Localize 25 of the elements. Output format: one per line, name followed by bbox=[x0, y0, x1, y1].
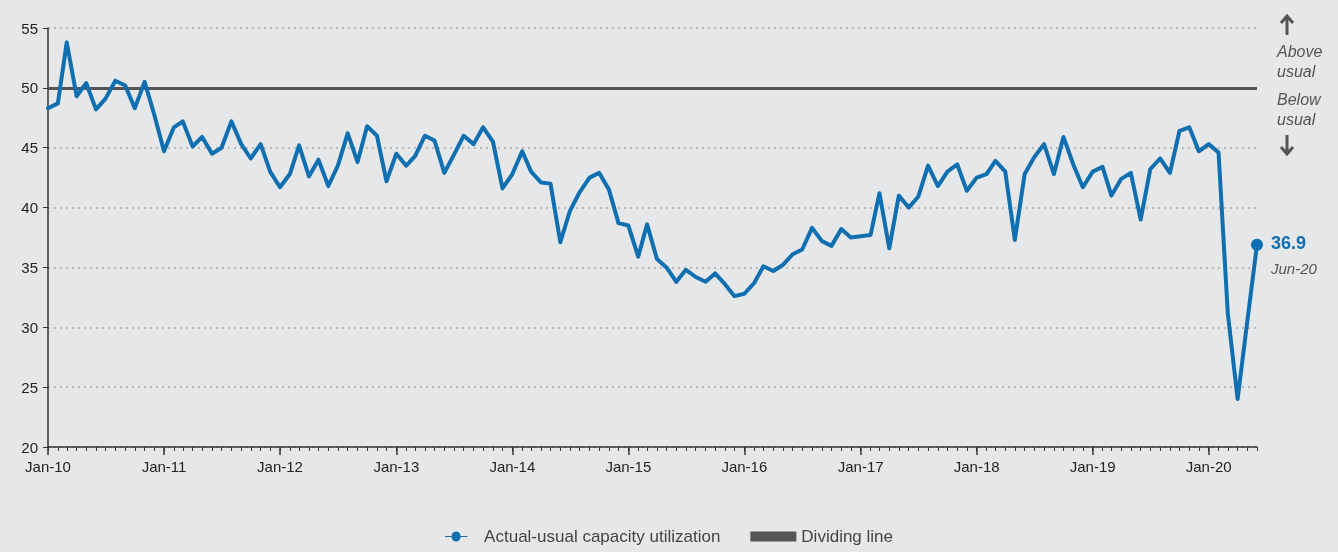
y-tick-label: 25 bbox=[21, 378, 38, 396]
text: Above usual bbox=[1277, 41, 1324, 82]
x-tick-label: Jan-11 bbox=[141, 458, 187, 475]
x-tick-label: Jan-10 bbox=[25, 458, 71, 475]
x-tick-label: Jan-20 bbox=[1185, 458, 1232, 475]
x-tick-label: Jan-12 bbox=[257, 458, 303, 475]
y-tick-label: 20 bbox=[21, 438, 38, 456]
y-tick-label: 30 bbox=[21, 318, 38, 336]
data-label: 36.9 bbox=[1271, 232, 1307, 253]
y-tick-label: 35 bbox=[21, 258, 38, 276]
legend-label: Actual-usual capacity utilization bbox=[484, 527, 721, 546]
text: Below usual bbox=[1277, 89, 1323, 130]
x-tick-label: Jan-18 bbox=[953, 458, 1000, 475]
y-tick-label: 55 bbox=[21, 19, 38, 37]
y-tick-label: 45 bbox=[21, 139, 38, 157]
y-tick-label: 50 bbox=[21, 79, 38, 97]
x-tick-label: Jan-13 bbox=[373, 458, 420, 475]
x-tick-label: Jan-17 bbox=[837, 458, 884, 475]
x-tick-label: Jan-16 bbox=[721, 458, 768, 475]
x-tick-label: Jan-14 bbox=[489, 458, 536, 475]
annotation: Jun-20 bbox=[1271, 258, 1318, 279]
x-tick-label: Jan-15 bbox=[605, 458, 652, 475]
y-tick-label: 40 bbox=[21, 199, 38, 217]
legend-label: Dividing line bbox=[801, 527, 894, 546]
x-tick-label: Jan-19 bbox=[1069, 458, 1116, 475]
